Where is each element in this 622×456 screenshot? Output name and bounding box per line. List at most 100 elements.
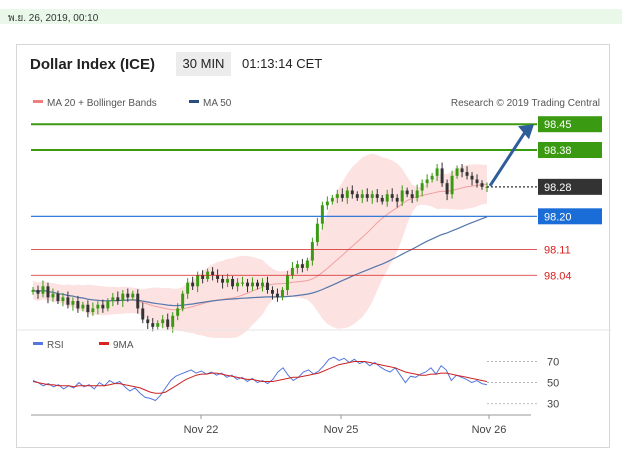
candle-body (305, 260, 309, 268)
candle-body (81, 304, 85, 309)
candle-body (46, 286, 50, 298)
candle-body (141, 308, 145, 320)
candle-body (51, 293, 55, 298)
candle-body (310, 242, 314, 261)
candle-body (71, 301, 75, 305)
x-tick-label: Nov 26 (472, 424, 507, 436)
candle-body (470, 175, 474, 180)
x-tick-label: Nov 25 (324, 424, 359, 436)
candle-body (61, 297, 65, 302)
x-tick-label: Nov 22 (184, 424, 219, 436)
price-chart: MA 20 + Bollinger Bands MA 50 Research ©… (17, 98, 611, 436)
candle-body (275, 293, 279, 298)
candle-body (330, 197, 334, 202)
candle-body (96, 304, 100, 309)
candle-body (101, 304, 105, 309)
chart-header: Dollar Index (ICE) 30 MIN 01:13:14 CET (17, 45, 609, 83)
candle-body (221, 278, 225, 283)
candle-body (465, 172, 469, 176)
candle-body (251, 282, 254, 287)
candle-body (156, 323, 160, 327)
bollinger-band (33, 153, 487, 339)
level-tag-98-20 (538, 208, 602, 225)
candle-body (410, 194, 414, 198)
candle-body (86, 304, 90, 313)
candle-body (126, 293, 130, 298)
candle-body (211, 271, 215, 276)
candle-body (181, 293, 185, 309)
candle-body (270, 290, 274, 294)
rsi-tick-30: 30 (547, 399, 559, 411)
candle-body (121, 293, 125, 302)
candle-body (390, 194, 394, 198)
candle-body (111, 297, 115, 302)
rsi-legend-label: RSI (47, 340, 64, 351)
candle-body (280, 290, 284, 298)
candle-body (335, 194, 339, 198)
candle-body (176, 308, 180, 316)
candle-body (400, 190, 404, 202)
candle-body (315, 223, 319, 243)
candle-body (116, 297, 120, 302)
rsi-tick-70: 70 (547, 356, 559, 368)
ma50-legend-label: MA 50 (203, 98, 232, 109)
candle-body (375, 194, 379, 198)
candle-body (226, 278, 230, 283)
candle-body (435, 168, 439, 176)
timeframe-badge[interactable]: 30 MIN (176, 52, 231, 76)
candle-body (480, 183, 484, 187)
candle-body (420, 183, 424, 191)
candle-body (241, 282, 245, 284)
candle-body (395, 197, 399, 202)
candle-body (370, 194, 374, 198)
levels-layer: 98.45 98.38 98.28 98.20 98.11 98.04 (31, 116, 602, 282)
candle-body (266, 282, 269, 290)
candle-body (440, 168, 444, 184)
candle-body (201, 275, 205, 279)
level-label-98-11: 98.11 (544, 244, 571, 256)
level-label-98-38: 98.38 (544, 145, 572, 157)
candle-body (31, 290, 35, 292)
candle-body (41, 286, 45, 294)
projection-arrow-line (488, 131, 527, 187)
date-stamp: พ.ย. 26, 2019, 00:10 (8, 13, 99, 24)
candle-body (66, 297, 70, 305)
candle-body (146, 319, 150, 324)
candle-body (166, 319, 170, 327)
candle-body (430, 175, 434, 180)
level-tag-98-28 (538, 178, 602, 195)
rsi-tick-50: 50 (547, 378, 559, 390)
candle-body (256, 282, 259, 287)
bollinger-legend-swatch (33, 100, 43, 103)
candle-body (285, 275, 289, 290)
candle-body (246, 282, 250, 287)
candle-body (365, 194, 369, 198)
candle-body (415, 190, 419, 198)
rsi-line (32, 356, 488, 402)
candle-body (161, 319, 165, 324)
candle-body (300, 264, 304, 268)
level-tag-98-45 (538, 116, 602, 133)
candle-body (151, 323, 155, 327)
candle-body (475, 179, 479, 184)
candle-body (345, 190, 349, 198)
candle-body (460, 168, 464, 173)
price-area (31, 153, 489, 339)
clock-readout: 01:13:14 CET (242, 56, 323, 71)
rsi-ma-legend-label: 9MA (113, 340, 134, 351)
x-ticks: Nov 22 Nov 25 Nov 26 (184, 415, 507, 436)
candle-body (191, 282, 195, 287)
candle-body (186, 282, 190, 294)
chart-card: Dollar Index (ICE) 30 MIN 01:13:14 CET M… (16, 44, 611, 448)
candle-body (405, 190, 409, 195)
candle-body (56, 293, 60, 302)
candle-body (350, 190, 354, 195)
candle-body (136, 293, 140, 309)
date-bar: พ.ย. 26, 2019, 00:10 (0, 9, 622, 24)
level-label-98-04: 98.04 (544, 270, 572, 282)
rsi-area: 70 50 30 (32, 356, 559, 411)
candle-body (340, 194, 344, 198)
candle-body (380, 197, 384, 202)
level-label-98-20: 98.20 (544, 211, 572, 223)
rsi-ma-line (32, 361, 488, 394)
